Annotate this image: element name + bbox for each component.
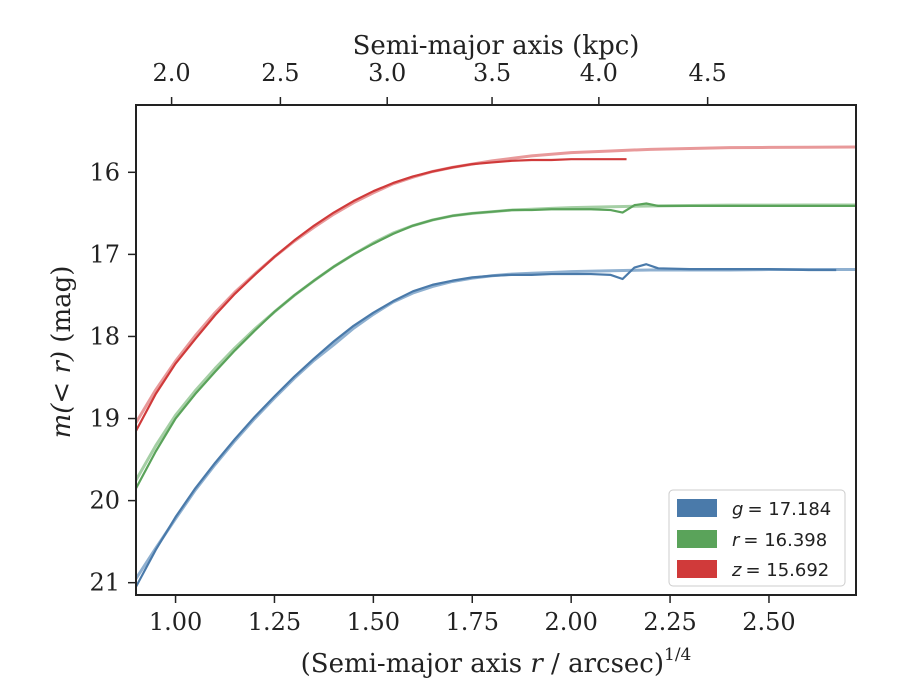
y-axis-title: m(< r) (mag) — [47, 266, 77, 439]
y-tick-label: 20 — [89, 487, 120, 515]
series-layer — [136, 145, 856, 588]
x-tick-label: 1.00 — [149, 608, 202, 636]
top-x-tick-label: 2.5 — [261, 59, 299, 87]
top-axis-title: Semi-major axis (kpc) — [353, 31, 640, 61]
data-line-r — [136, 202, 856, 489]
top-x-tick-label: 4.5 — [689, 59, 727, 87]
legend-label-r: r = 16.398 — [732, 530, 827, 551]
legend-swatch-g — [677, 499, 717, 517]
legend-swatch-z — [677, 560, 717, 578]
top-x-tick-label: 3.0 — [368, 59, 406, 87]
legend-var-r: r — [732, 530, 741, 551]
legend-swatch-r — [677, 530, 717, 548]
y-tick-label: 16 — [89, 158, 120, 186]
label-layer: 1.00 1.25 1.50 1.75 2.00 2.25 2.50 2.0 2.5 3.0 3.5… — [89, 59, 795, 636]
top-x-tick-label: 3.5 — [473, 59, 511, 87]
legend-value-r: = 16.398 — [743, 530, 827, 551]
y-tick-label: 18 — [89, 322, 120, 350]
x-tick-label: 2.50 — [742, 608, 795, 636]
y-axis-title-mid: (< r) — [47, 351, 77, 414]
data-line-z — [136, 158, 627, 432]
plot-area-frame — [135, 104, 857, 596]
legend-value-g: = 17.184 — [747, 499, 831, 520]
legend-var-g: g — [732, 499, 743, 520]
legend-label-z: z = 15.692 — [731, 560, 829, 581]
data-line-g — [136, 263, 837, 588]
legend-var-z: z — [731, 560, 742, 581]
top-x-tick-label: 4.0 — [580, 59, 618, 87]
legend-label-g: g = 17.184 — [732, 499, 831, 520]
x-axis-title: (Semi-major axis r / arcsec)1/4 — [301, 645, 692, 679]
y-tick-label: 19 — [89, 405, 120, 433]
y-axis-title-unit: (mag) — [47, 266, 77, 351]
x-axis-title-exponent: 1/4 — [664, 645, 691, 665]
legend-value-z: = 15.692 — [745, 560, 829, 581]
x-tick-label: 2.25 — [643, 608, 696, 636]
x-axis-title-var: r — [530, 649, 544, 679]
x-tick-label: 2.00 — [544, 608, 597, 636]
x-tick-label: 1.75 — [446, 608, 499, 636]
x-tick-label: 1.25 — [248, 608, 301, 636]
tick-layer — [128, 97, 770, 603]
x-axis-title-post: / arcsec) — [543, 649, 664, 679]
top-x-tick-label: 2.0 — [153, 59, 191, 87]
x-axis-title-pre: (Semi-major axis — [301, 649, 531, 679]
x-tick-label: 1.50 — [347, 608, 400, 636]
y-tick-label: 17 — [89, 240, 120, 268]
y-tick-label: 21 — [89, 569, 120, 597]
y-axis-title-var: m — [47, 414, 77, 439]
legend: g = 17.184 r = 16.398 z = 15.692 — [668, 489, 846, 587]
